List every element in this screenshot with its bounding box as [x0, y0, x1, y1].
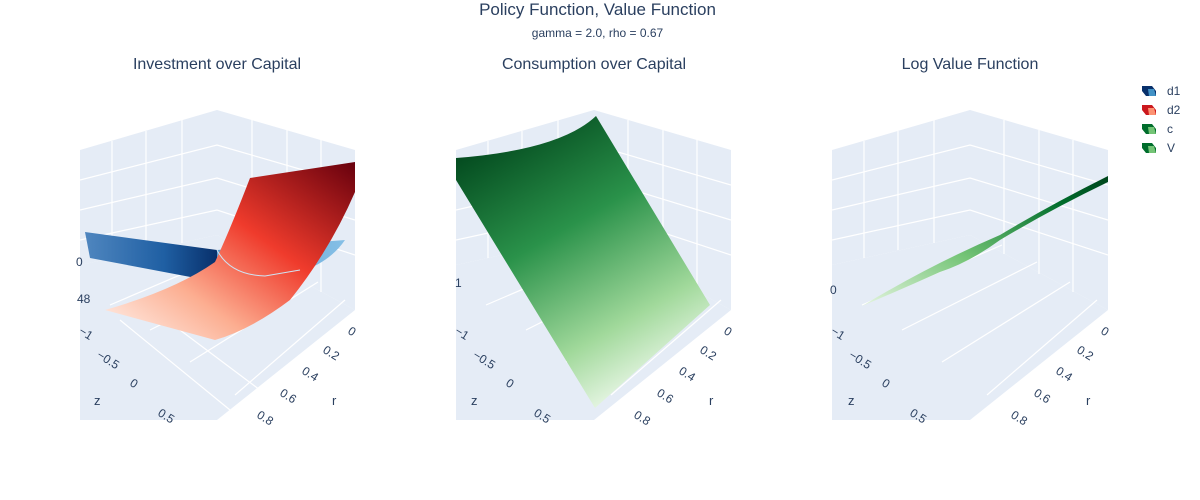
- chart-subtitle: gamma = 2.0, rho = 0.67: [531, 26, 664, 40]
- tick-r-1: 0.2: [320, 343, 342, 364]
- tick-r-2: 0.4: [1053, 364, 1075, 385]
- surface-d1-edge: [216, 249, 301, 277]
- legend-item-v[interactable]: V: [1140, 138, 1180, 157]
- tick-z-0: −1: [76, 324, 95, 343]
- surface-v[interactable]: [862, 176, 1108, 306]
- tick-r-1: 0.2: [697, 343, 719, 364]
- tick-r-4: 0.8: [631, 408, 653, 429]
- tick-z-0: −1: [828, 324, 847, 343]
- legend-swatch-icon: [1142, 123, 1156, 134]
- legend-label: d2: [1167, 102, 1181, 117]
- wall-left: [80, 110, 217, 265]
- scene-investment[interactable]: 0 0.2 0.4 0.6 0.8 −1 −0.5 0 0.5 48 0 z r: [76, 110, 359, 429]
- legend-item-d2[interactable]: d2: [1140, 100, 1180, 119]
- axis-label-z: z: [94, 393, 101, 408]
- tick-r-0: 0: [345, 324, 358, 340]
- scene-consumption[interactable]: 0 0.2 0.4 0.6 0.8 −1 −0.5 0 0.5 1 z r: [452, 110, 735, 429]
- scene-value[interactable]: 0 0.2 0.4 0.6 0.8 −1 −0.5 0 0.5 0 z r: [828, 110, 1112, 429]
- tick-r-0: 0: [1098, 324, 1111, 340]
- tick-z-0: −1: [452, 324, 471, 343]
- chart-title: Policy Function, Value Function: [479, 0, 716, 19]
- tick-r-1: 0.2: [1074, 343, 1096, 364]
- tick-r-2: 0.4: [299, 364, 321, 385]
- floor: [832, 235, 1108, 420]
- axis-label-r: r: [1086, 393, 1091, 408]
- tick-r-3: 0.6: [654, 386, 676, 407]
- surface-c[interactable]: [456, 116, 710, 408]
- legend-swatch-icon: [1142, 142, 1156, 153]
- legend-label: c: [1167, 121, 1173, 136]
- legend-item-d1[interactable]: d1: [1140, 81, 1180, 100]
- tick-r-4: 0.8: [1008, 408, 1030, 429]
- axis-label-r: r: [709, 393, 714, 408]
- legend-swatch-icon: [1142, 104, 1156, 115]
- axis-label-z: z: [848, 393, 855, 408]
- tick-v-0: 48: [77, 292, 91, 306]
- legend-label: d1: [1167, 83, 1181, 98]
- tick-r-3: 0.6: [1031, 386, 1053, 407]
- tick-r-2: 0.4: [676, 364, 698, 385]
- tick-r-4: 0.8: [254, 408, 276, 429]
- tick-labels-z: −1 −0.5 0 0.5: [76, 324, 177, 427]
- axis-label-r: r: [332, 393, 337, 408]
- tick-r-0: 0: [721, 324, 734, 340]
- tick-v-0: 1: [455, 276, 462, 290]
- panel-title-investment: Investment over Capital: [132, 56, 302, 73]
- legend: d1 d2 c V: [1140, 81, 1180, 157]
- panel-title-value: Log Value Function: [901, 56, 1039, 73]
- axis-label-z: z: [471, 393, 478, 408]
- surface-d2[interactable]: [105, 162, 355, 340]
- tick-v-1: 0: [76, 255, 83, 269]
- surface-d1-front[interactable]: [85, 232, 217, 282]
- legend-label: V: [1167, 140, 1176, 155]
- tick-r-3: 0.6: [277, 386, 299, 407]
- legend-swatch-icon: [1142, 85, 1156, 96]
- legend-item-c[interactable]: c: [1140, 119, 1180, 138]
- wall-left: [832, 110, 970, 265]
- panel-title-consumption: Consumption over Capital: [501, 56, 687, 73]
- tick-v-0: 0: [830, 283, 837, 297]
